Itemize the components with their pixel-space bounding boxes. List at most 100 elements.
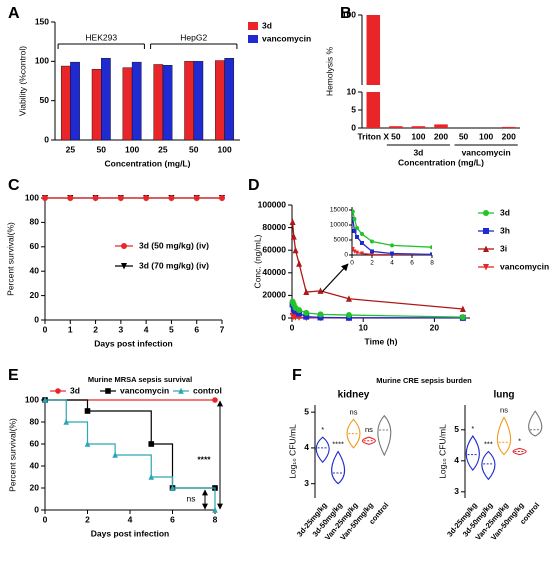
x-tick-label: 6 — [410, 260, 414, 267]
marker — [390, 181, 394, 186]
y-tick-label: 0 — [351, 122, 356, 132]
y-tick-label: 50 — [40, 95, 50, 105]
marker — [42, 396, 48, 403]
marker — [355, 226, 359, 230]
x-tick-label: 2 — [85, 514, 90, 524]
bar — [389, 126, 403, 128]
legend-label: 3d — [262, 20, 272, 30]
bar — [91, 68, 102, 141]
y-tick-label: 100 — [25, 394, 39, 404]
marker — [317, 311, 324, 318]
x-tick-label: 20 — [430, 322, 440, 332]
y-tick-label: 20000 — [262, 290, 286, 300]
legend-label: 3d — [70, 385, 80, 395]
marker — [352, 247, 355, 252]
y-tick-label: 0 — [344, 252, 348, 259]
x-tick-label: 6 — [194, 324, 199, 334]
x-tick-label: 0 — [43, 324, 48, 334]
violin-body — [465, 435, 480, 471]
marker — [360, 232, 364, 236]
marker — [117, 195, 124, 201]
y-axis-label: Hemolysis % — [324, 47, 334, 97]
violin-body — [377, 414, 392, 457]
marker — [296, 260, 303, 267]
marker — [292, 308, 299, 315]
marker — [483, 245, 489, 252]
y-tick-label: 60 — [30, 438, 40, 448]
marker — [303, 309, 310, 316]
bar — [224, 57, 235, 141]
y-tick-label: 100000 — [258, 199, 287, 209]
marker — [353, 37, 357, 42]
y-tick-label: 3 — [304, 478, 309, 488]
panel-letter: D — [248, 177, 260, 194]
marker — [63, 418, 70, 425]
significance: ns — [365, 425, 373, 434]
legend-label: 3d — [500, 207, 510, 217]
x-tick-label: 7 — [220, 324, 225, 334]
y-tick-label: 15000 — [330, 207, 348, 214]
marker — [42, 195, 48, 201]
marker — [352, 209, 355, 214]
y-tick-label: 40000 — [262, 267, 286, 277]
y-tick-label: 0 — [281, 312, 286, 322]
annotation: **** — [197, 454, 211, 464]
y-tick-label: 10 — [347, 86, 357, 96]
x-tick-label: 0 — [43, 514, 48, 524]
y-tick-label: 40 — [30, 265, 40, 275]
marker — [92, 195, 99, 201]
x-axis-label: Days post infection — [94, 338, 172, 348]
marker — [212, 397, 218, 403]
marker — [370, 184, 374, 189]
y-axis-label: Percent survival(%) — [7, 418, 17, 492]
marker — [360, 251, 364, 255]
y-tick-label: 20 — [30, 482, 40, 492]
annotation: ns — [187, 493, 196, 503]
marker — [430, 245, 432, 250]
x-tick-label: 50 — [97, 144, 107, 154]
group-label: vancomycin — [462, 147, 511, 157]
legend-label: vancomycin — [262, 33, 311, 43]
x-tick-label: 6 — [170, 514, 175, 524]
marker — [148, 473, 155, 480]
marker — [121, 263, 127, 270]
marker — [352, 229, 357, 233]
violin-body — [481, 450, 496, 481]
violin-body — [331, 450, 346, 485]
y-tick-label: 100 — [35, 56, 49, 66]
y-axis-label: Percent survival(%) — [5, 222, 15, 296]
y-tick-label: 5 — [454, 424, 459, 434]
bar — [501, 126, 516, 128]
x-tick-label: 25 — [66, 144, 76, 154]
x-tick-label: 8 — [430, 260, 434, 267]
marker — [370, 249, 374, 254]
bar — [411, 126, 426, 128]
x-axis-label: Time (h) — [365, 336, 398, 346]
legend-label: 3d (50 mg/kg) (iv) — [139, 240, 209, 250]
x-axis-label: Concentration (mg/L) — [398, 157, 484, 167]
y-tick-label: 80 — [30, 217, 40, 227]
x-tick-label: 50 — [459, 131, 469, 141]
x-tick-label: 4 — [390, 260, 394, 267]
chart-title: Murine CRE sepsis burden — [376, 376, 472, 385]
bar — [193, 61, 204, 141]
x-tick-label: 4 — [144, 324, 149, 334]
y-tick-label: 10000 — [330, 222, 348, 229]
legend-swatch — [248, 22, 258, 30]
y-tick-label: 0 — [34, 314, 39, 324]
y-tick-label: 80 — [30, 416, 40, 426]
marker — [459, 314, 466, 321]
marker — [483, 264, 489, 271]
marker — [121, 243, 127, 249]
panel-letter: B — [340, 5, 352, 22]
violin-body — [361, 436, 376, 445]
marker — [355, 235, 359, 239]
inset-plot — [351, 0, 432, 255]
group-label: 3d — [413, 147, 423, 157]
inset-arrow — [321, 263, 349, 293]
marker — [483, 210, 489, 216]
inset-background — [326, 203, 438, 269]
marker — [219, 195, 225, 201]
marker — [351, 0, 355, 2]
marker — [292, 246, 299, 254]
